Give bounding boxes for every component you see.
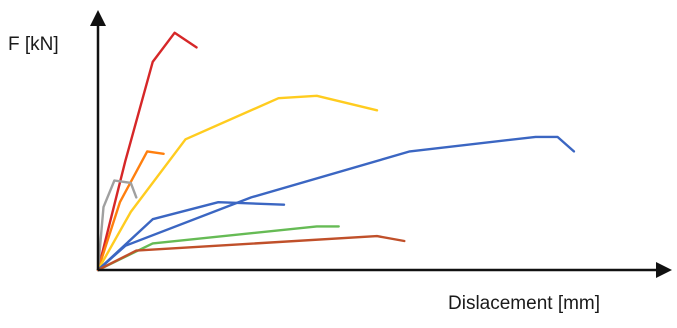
series-line-7 (96, 225, 340, 272)
axes (90, 10, 672, 278)
series-line-6 (96, 135, 576, 272)
series-line-8 (96, 234, 406, 272)
series-line-4 (96, 94, 379, 272)
x-axis-arrow-icon (656, 262, 672, 278)
series-line-1 (96, 31, 198, 272)
series-line-5 (96, 200, 286, 272)
y-axis-arrow-icon (90, 10, 106, 26)
series-line-2 (96, 150, 165, 272)
y-axis-label: F [kN] (8, 34, 59, 55)
x-axis-label: Dislacement [mm] (448, 293, 600, 314)
series-line-3 (96, 179, 138, 272)
series-layer (96, 31, 576, 272)
